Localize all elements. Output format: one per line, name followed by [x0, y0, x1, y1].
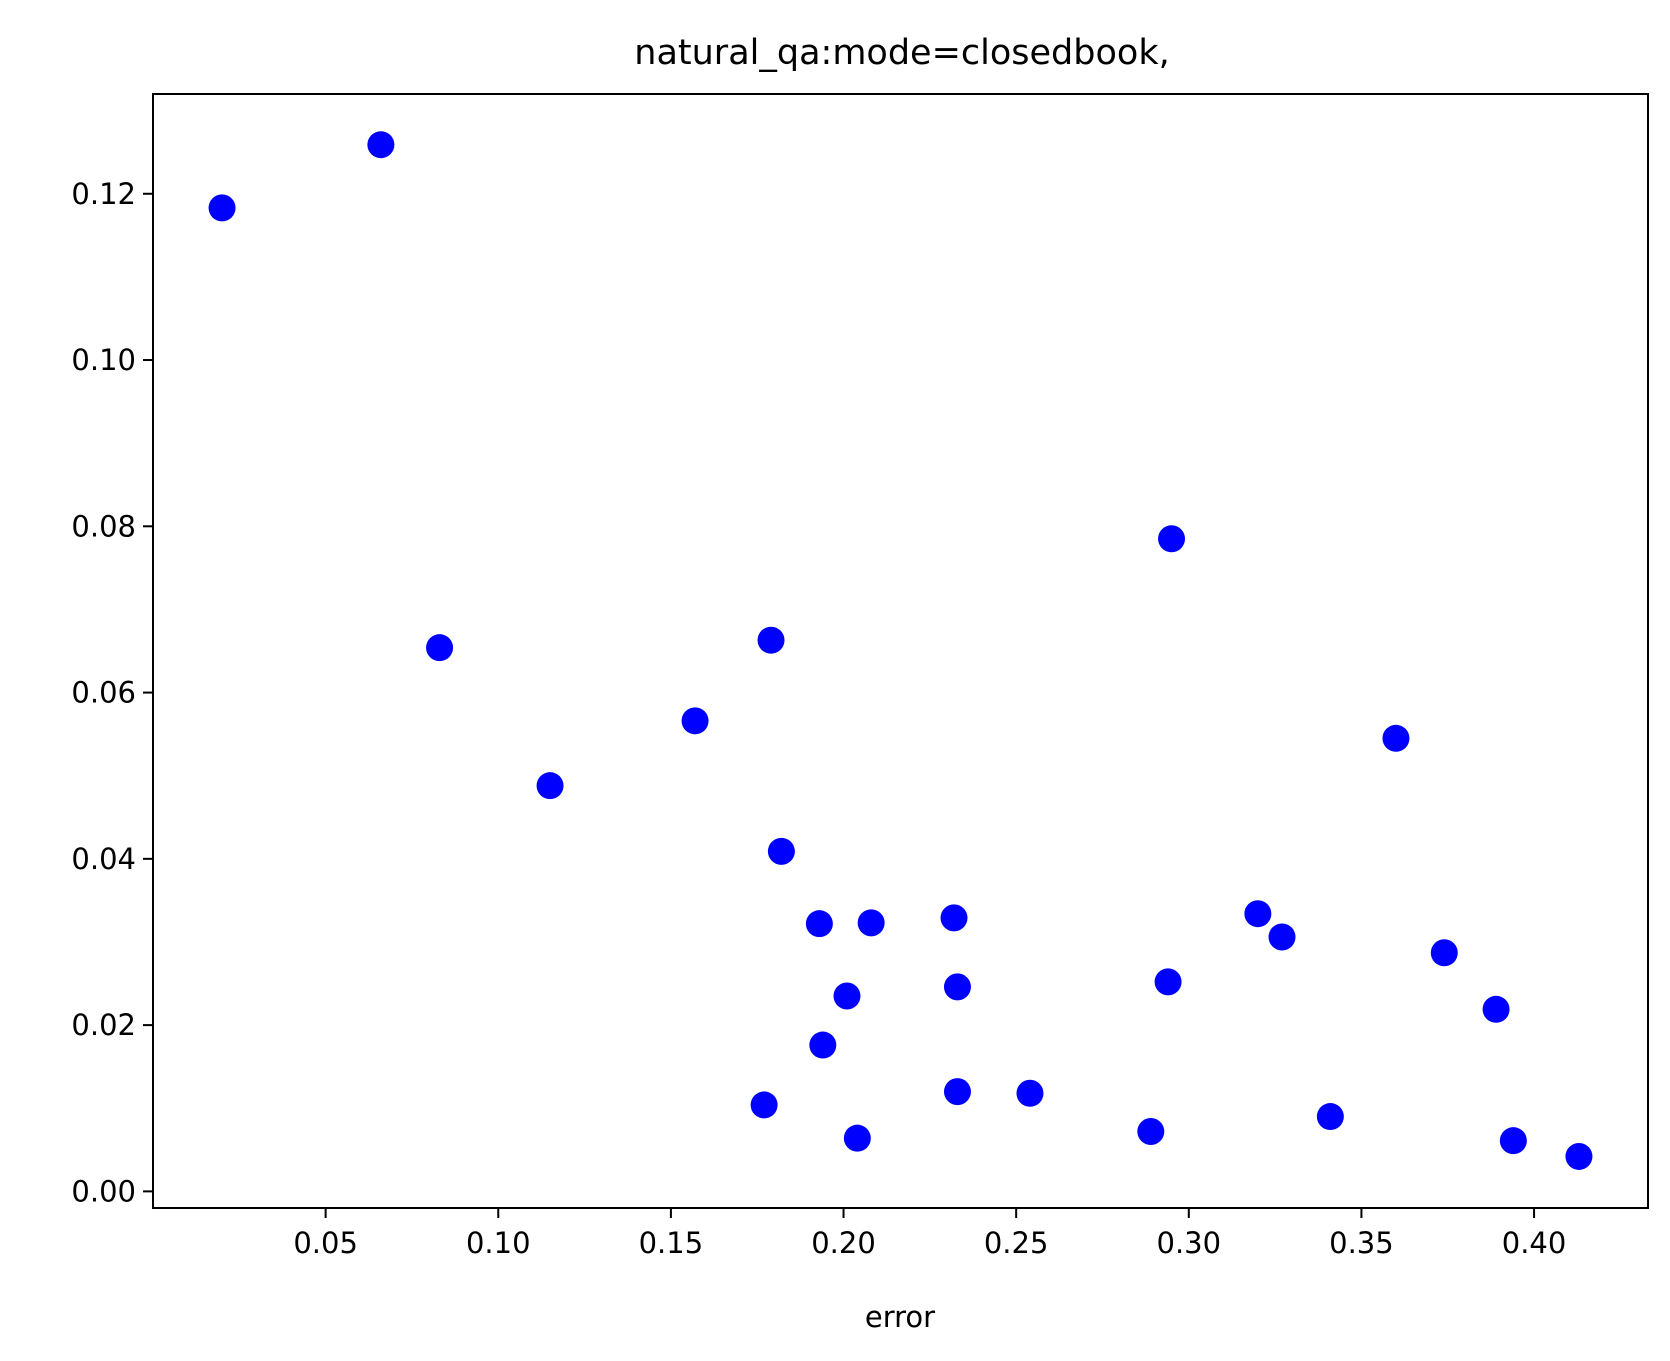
scatter-point [943, 973, 971, 1001]
scatter-point [1137, 1118, 1165, 1146]
x-tick-label: 0.40 [1502, 1226, 1567, 1260]
x-tick-label: 0.25 [984, 1226, 1049, 1260]
y-axis-ticks: 0.00 0.02 0.04 0.06 0.08 0.10 0.12 [71, 177, 153, 1208]
scatter-point [750, 1091, 778, 1119]
scatter-point [426, 634, 454, 662]
x-tick-label: 0.15 [639, 1226, 704, 1260]
scatter-point [1499, 1127, 1527, 1155]
y-tick-label: 0.12 [71, 177, 136, 211]
scatter-point [1158, 525, 1186, 553]
scatter-point [1154, 968, 1182, 996]
scatter-point [208, 194, 236, 222]
scatter-point [1244, 900, 1272, 928]
scatter-point [940, 904, 968, 932]
y-tick-label: 0.06 [71, 676, 136, 710]
scatter-point [757, 626, 785, 654]
scatter-point [536, 772, 564, 800]
scatter-point [857, 909, 885, 937]
x-tick-label: 0.35 [1329, 1226, 1394, 1260]
x-tick-label: 0.20 [811, 1226, 876, 1260]
scatter-point [843, 1124, 871, 1152]
scatter-point [1565, 1142, 1593, 1170]
y-tick-label: 0.02 [71, 1008, 136, 1042]
y-tick-label: 0.08 [71, 509, 136, 543]
scatter-point [681, 707, 709, 735]
x-axis-label: error [865, 1300, 935, 1334]
y-tick-label: 0.04 [71, 842, 136, 876]
scatter-point [943, 1078, 971, 1106]
y-tick-label: 0.00 [71, 1174, 136, 1208]
x-tick-label: 0.05 [293, 1226, 358, 1260]
scatter-point [1482, 995, 1510, 1023]
scatter-point [367, 131, 395, 159]
scatter-point [1430, 939, 1458, 967]
scatter-point [1268, 923, 1296, 951]
scatter-point [1016, 1079, 1044, 1107]
x-tick-label: 0.30 [1157, 1226, 1222, 1260]
scatter-point [809, 1031, 837, 1059]
scatter-point [1316, 1103, 1344, 1131]
scatter-point [833, 982, 861, 1010]
x-tick-label: 0.10 [466, 1226, 531, 1260]
y-tick-label: 0.10 [71, 343, 136, 377]
scatter-point [767, 837, 795, 865]
plot-area-frame [152, 93, 1649, 1209]
scatter-point [1382, 724, 1410, 752]
x-axis-ticks: 0.05 0.10 0.15 0.20 0.25 0.30 0.35 0.40 [293, 1208, 1566, 1260]
scatter-points [208, 131, 1593, 1170]
chart-title: natural_qa:mode=closedbook, [634, 33, 1169, 73]
scatter-point [805, 910, 833, 938]
